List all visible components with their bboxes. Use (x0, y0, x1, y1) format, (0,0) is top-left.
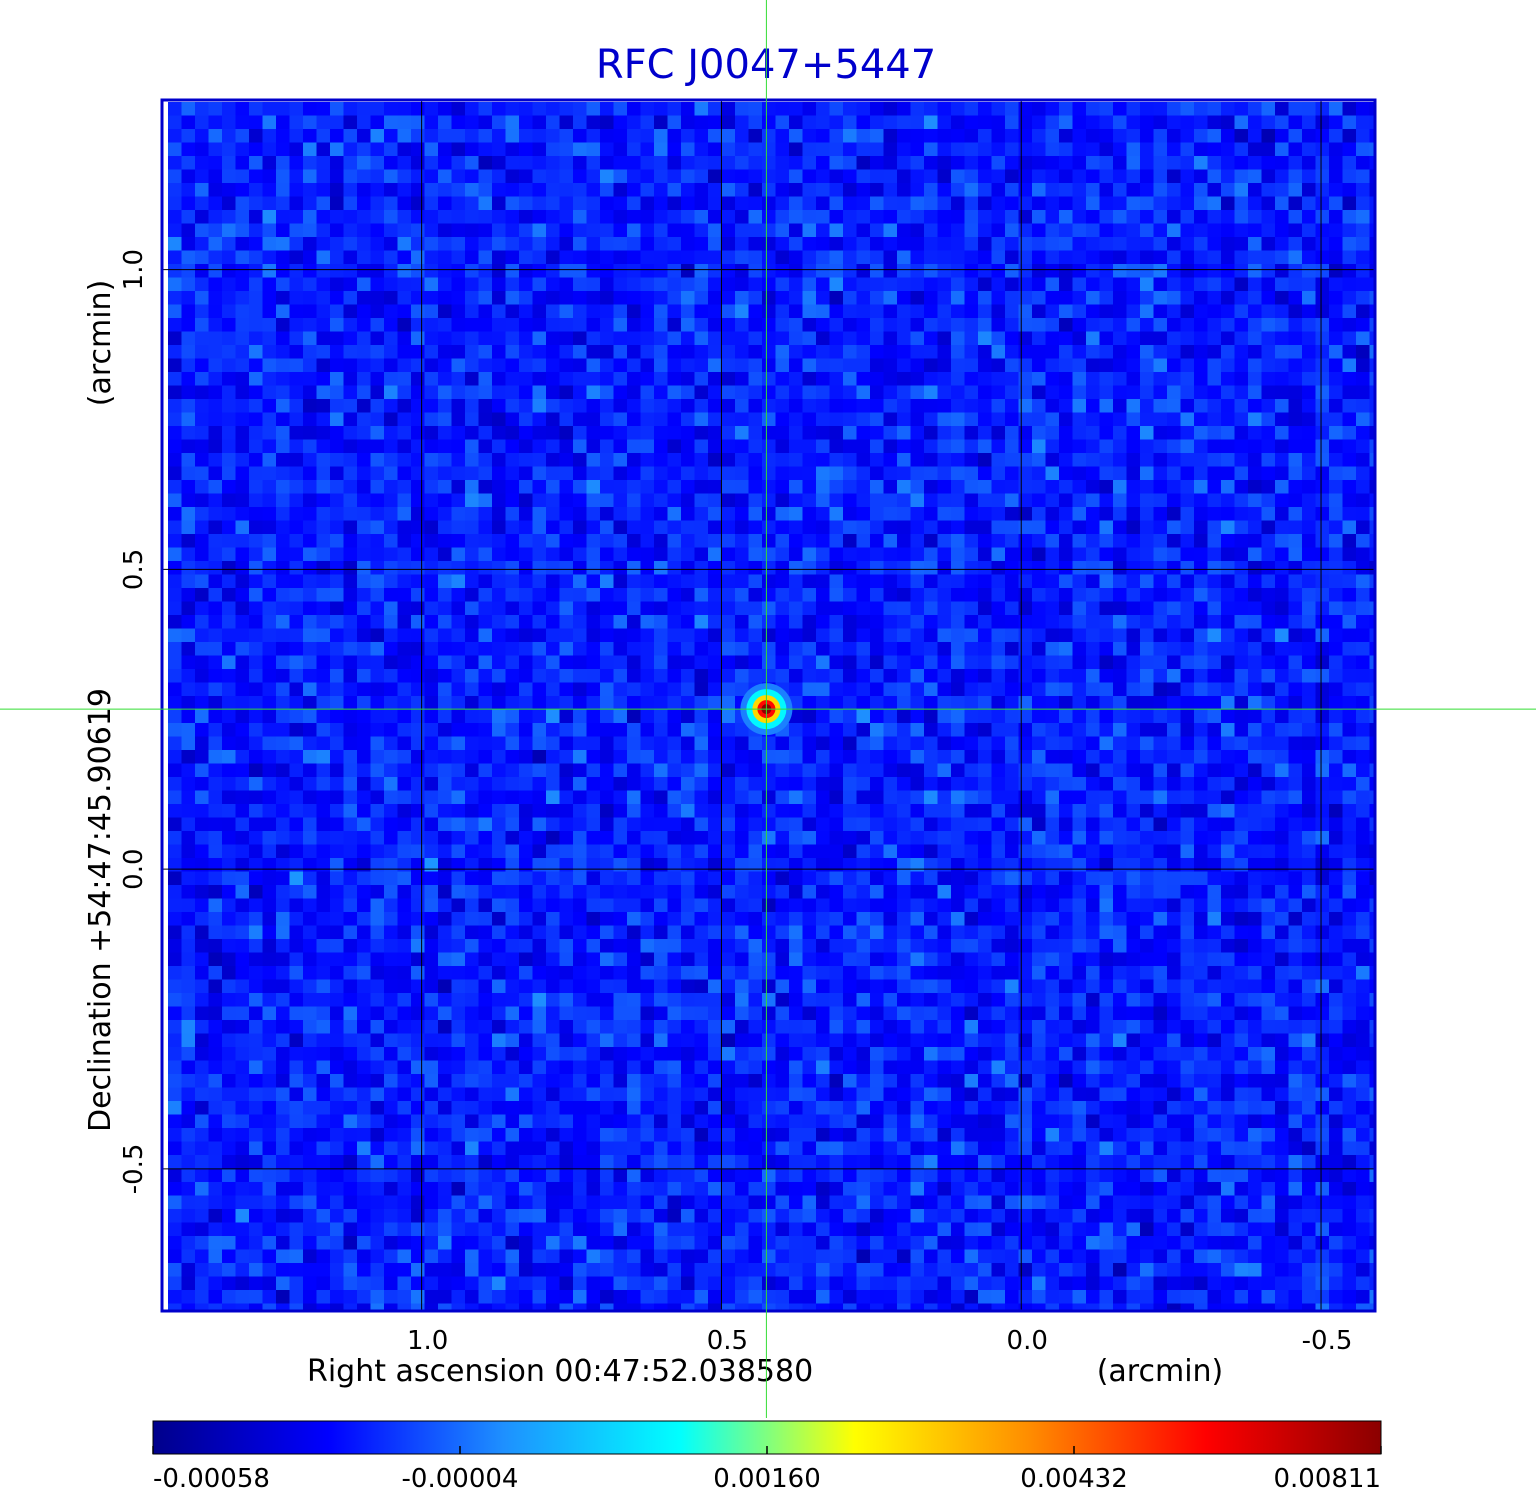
x-tick-labels: 1.0 0.5 0.0 -0.5 (407, 1326, 1352, 1356)
colorbar-tick-label: 0.00432 (1020, 1464, 1128, 1494)
y-tick-label: 0.0 (119, 848, 149, 889)
plot-frame (160, 98, 1377, 1313)
x-tick-label: 0.5 (707, 1326, 748, 1356)
y-tick-label: 1.0 (119, 249, 149, 290)
coordinate-grid (162, 100, 1375, 1311)
noise-image (168, 102, 1375, 1311)
y-tick-label: 0.5 (119, 549, 149, 590)
x-axis-unit: (arcmin) (1097, 1354, 1224, 1389)
crosshair (0, 0, 1536, 1418)
colorbar-tick-label: -0.00058 (153, 1464, 270, 1494)
x-tick-label: 0.0 (1007, 1326, 1048, 1356)
x-axis-label: Right ascension 00:47:52.038580 (307, 1354, 813, 1389)
y-tick-label: -0.5 (119, 1144, 149, 1195)
x-tick-label: -0.5 (1302, 1326, 1353, 1356)
colorbar-ticks: -0.00058 -0.00004 0.00160 0.00432 0.00811 (152, 1446, 1382, 1494)
x-tick-label: 1.0 (407, 1326, 448, 1356)
colorbar-tick-label: 0.00160 (713, 1464, 821, 1494)
y-axis-unit: (arcmin) (83, 280, 118, 407)
y-axis-label: Declination +54:47:45.90619 (83, 688, 118, 1132)
colorbar-tick-label: 0.00811 (1273, 1464, 1381, 1494)
y-tick-labels: 1.0 0.5 0.0 -0.5 (119, 249, 149, 1194)
colorbar-tick-label: -0.00004 (402, 1464, 519, 1494)
plot-area (162, 100, 1375, 1311)
